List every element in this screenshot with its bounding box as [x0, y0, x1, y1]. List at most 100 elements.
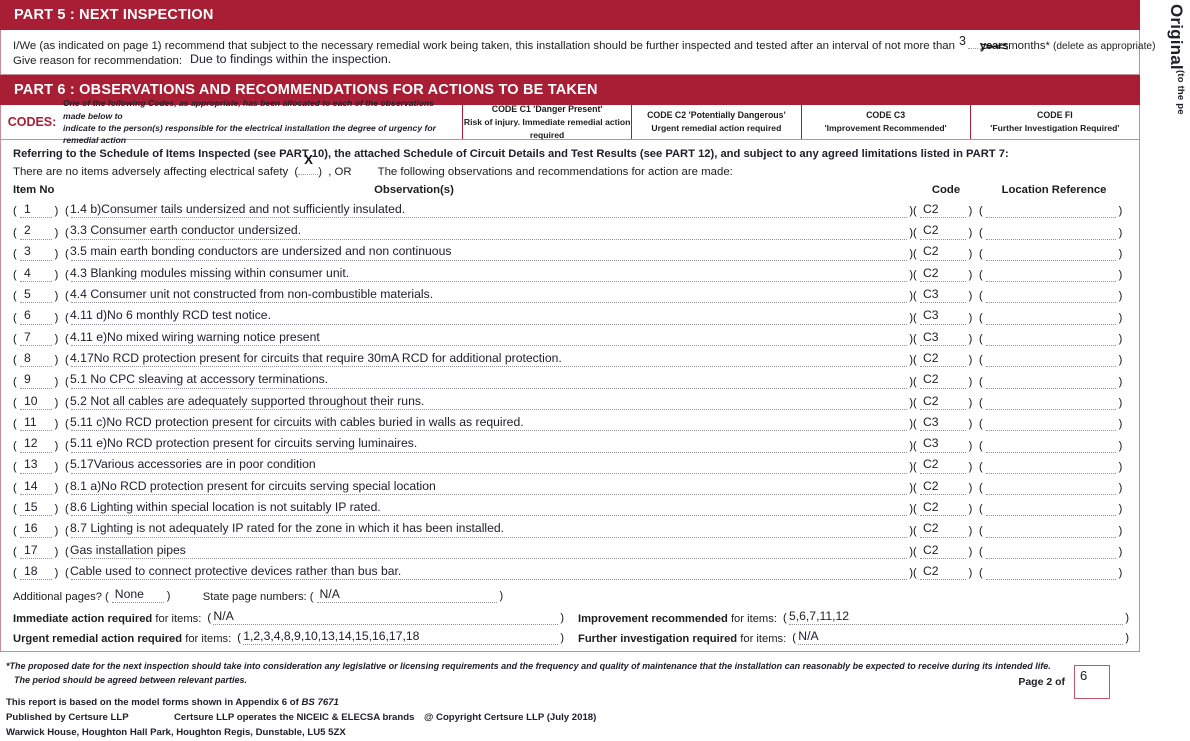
code-field[interactable]: C3 () [913, 330, 979, 347]
item-no-field[interactable]: 10 () [13, 394, 65, 410]
code-field[interactable]: C2 () [913, 351, 979, 368]
observation-field[interactable]: 1.4 b)Consumer tails undersized and not … [65, 202, 913, 219]
location-field[interactable]: () [979, 547, 1129, 560]
code-field[interactable]: C2 () [913, 202, 979, 219]
improvement-value: 5,6,7,11,12 [788, 608, 850, 623]
observation-field[interactable]: 8.7 Lighting is not adequately IP rated … [65, 521, 913, 538]
item-no-field[interactable]: 15 () [13, 500, 65, 517]
item-no-field[interactable]: 14 () [13, 479, 65, 496]
code-field[interactable]: C2 () [913, 245, 979, 261]
location-field[interactable]: () [979, 568, 1129, 581]
no-items-checkbox[interactable]: X () [288, 152, 328, 178]
item-no-field[interactable]: 9 () [13, 372, 65, 389]
obs-paren-close: ) [909, 333, 913, 346]
item-no-field[interactable]: 7 () [13, 330, 65, 347]
item-no-field[interactable]: 1 () [13, 202, 65, 219]
obs-paren-close: ) [909, 290, 913, 303]
location-field[interactable]: () [979, 397, 1129, 410]
item-no-field[interactable]: 13 () [13, 458, 65, 474]
item-no-field[interactable]: 3 () [13, 245, 65, 261]
location-field[interactable]: () [979, 248, 1129, 261]
code-paren-open: ( [913, 311, 917, 324]
observation-field[interactable]: 3.3 Consumer earth conductor undersized.… [65, 223, 913, 240]
observation-field[interactable]: 5.2 Not all cables are adequately suppor… [65, 394, 913, 410]
observation-field[interactable]: 8.6 Lighting within special location is … [65, 500, 913, 517]
code-field[interactable]: C3 () [913, 436, 979, 453]
code-field[interactable]: C2 () [913, 223, 979, 240]
observation-field[interactable]: 5.1 No CPC sleaving at accessory termina… [65, 372, 913, 389]
table-row: 3 () 3.5 main earth bonding conductors are… [13, 240, 1129, 261]
page-total-box[interactable]: 6 [1074, 665, 1110, 699]
code-field[interactable]: C2 () [913, 266, 979, 283]
item-no-field[interactable]: 16 () [13, 521, 65, 538]
code-field[interactable]: C2 () [913, 479, 979, 496]
code-value: C3 [923, 287, 939, 302]
item-no-field[interactable]: 2 () [13, 223, 65, 240]
additional-pages-field[interactable]: None ) [109, 587, 181, 604]
observation-field[interactable]: 4.11 e)No mixed wiring warning notice pr… [65, 330, 913, 347]
code-field[interactable]: C2 () [913, 521, 979, 538]
location-field[interactable]: () [979, 312, 1129, 325]
item-no-field[interactable]: 5 () [13, 287, 65, 304]
code-field[interactable]: C2 () [913, 500, 979, 517]
location-field[interactable]: () [979, 419, 1129, 432]
interval-value[interactable]: 3 [958, 34, 966, 48]
item-no-field[interactable]: 4 () [13, 266, 65, 283]
obs-paren-open: ( [65, 482, 69, 495]
observation-field[interactable]: 4.17No RCD protection present for circui… [65, 351, 913, 368]
observation-field[interactable]: 4.11 d)No 6 monthly RCD test notice.() [65, 308, 913, 325]
further-investigation-field[interactable]: ( N/A ) [792, 629, 1129, 646]
code-field[interactable]: C2 () [913, 394, 979, 410]
location-field[interactable]: () [979, 504, 1129, 517]
observation-field[interactable]: Gas installation pipes() [65, 543, 913, 560]
location-field[interactable]: () [979, 334, 1129, 347]
code-field[interactable]: C2 () [913, 372, 979, 389]
location-field[interactable]: () [979, 376, 1129, 389]
location-field[interactable]: () [979, 440, 1129, 453]
location-field[interactable]: () [979, 206, 1129, 219]
item-paren-open: ( [13, 482, 17, 495]
item-no-field[interactable]: 11 () [13, 415, 65, 432]
immediate-action-field[interactable]: ( N/A ) [207, 609, 564, 626]
observation-field[interactable]: 3.5 main earth bonding conductors are un… [65, 245, 913, 261]
code-field[interactable]: C2 () [913, 543, 979, 560]
code-value: C3 [923, 308, 939, 323]
code-field[interactable]: C3 () [913, 415, 979, 432]
code-field[interactable]: C3 () [913, 308, 979, 325]
item-paren-open: ( [13, 354, 17, 367]
item-no-field[interactable]: 18 () [13, 564, 65, 581]
observation-field[interactable]: Cable used to connect protective devices… [65, 564, 913, 581]
item-no-field[interactable]: 12 () [13, 436, 65, 453]
observation-field[interactable]: 8.1 a)No RCD protection present for circ… [65, 479, 913, 496]
code-paren-open: ( [913, 354, 917, 367]
location-line [985, 259, 1116, 261]
item-no-field[interactable]: 6 () [13, 308, 65, 325]
code-field[interactable]: C2 () [913, 564, 979, 581]
item-line [19, 280, 52, 283]
observation-field[interactable]: 5.17Various accessories are in poor cond… [65, 458, 913, 474]
observation-field[interactable]: 4.3 Blanking modules missing within cons… [65, 266, 913, 283]
urgent-action-field[interactable]: ( 1,2,3,4,8,9,10,13,14,15,16,17,18 ) [237, 629, 564, 646]
location-field[interactable]: () [979, 483, 1129, 496]
observation-field[interactable]: 5.11 c)No RCD protection present for cir… [65, 415, 913, 432]
location-field[interactable]: () [979, 227, 1129, 240]
code-field[interactable]: C3 () [913, 287, 979, 304]
location-field[interactable]: () [979, 525, 1129, 538]
observation-field[interactable]: 5.11 e)No RCD protection present for cir… [65, 436, 913, 453]
item-line [19, 344, 52, 347]
code-paren-close: ) [968, 439, 973, 452]
code-field[interactable]: C2 () [913, 458, 979, 474]
location-field[interactable]: () [979, 291, 1129, 304]
improvement-field[interactable]: ( 5,6,7,11,12 ) [783, 608, 1129, 626]
further-investigation-row: Further investigation required for items… [578, 625, 1129, 646]
code-line [919, 301, 966, 304]
observation-line [70, 344, 908, 347]
location-field[interactable]: () [979, 270, 1129, 283]
location-field[interactable]: () [979, 461, 1129, 474]
location-field[interactable]: () [979, 355, 1129, 368]
observation-field[interactable]: 4.4 Consumer unit not constructed from n… [65, 287, 913, 304]
item-paren-close: ) [54, 546, 59, 559]
state-page-numbers-field[interactable]: N/A ) [314, 587, 514, 604]
item-no-field[interactable]: 17 () [13, 543, 65, 560]
item-no-field[interactable]: 8 () [13, 351, 65, 368]
